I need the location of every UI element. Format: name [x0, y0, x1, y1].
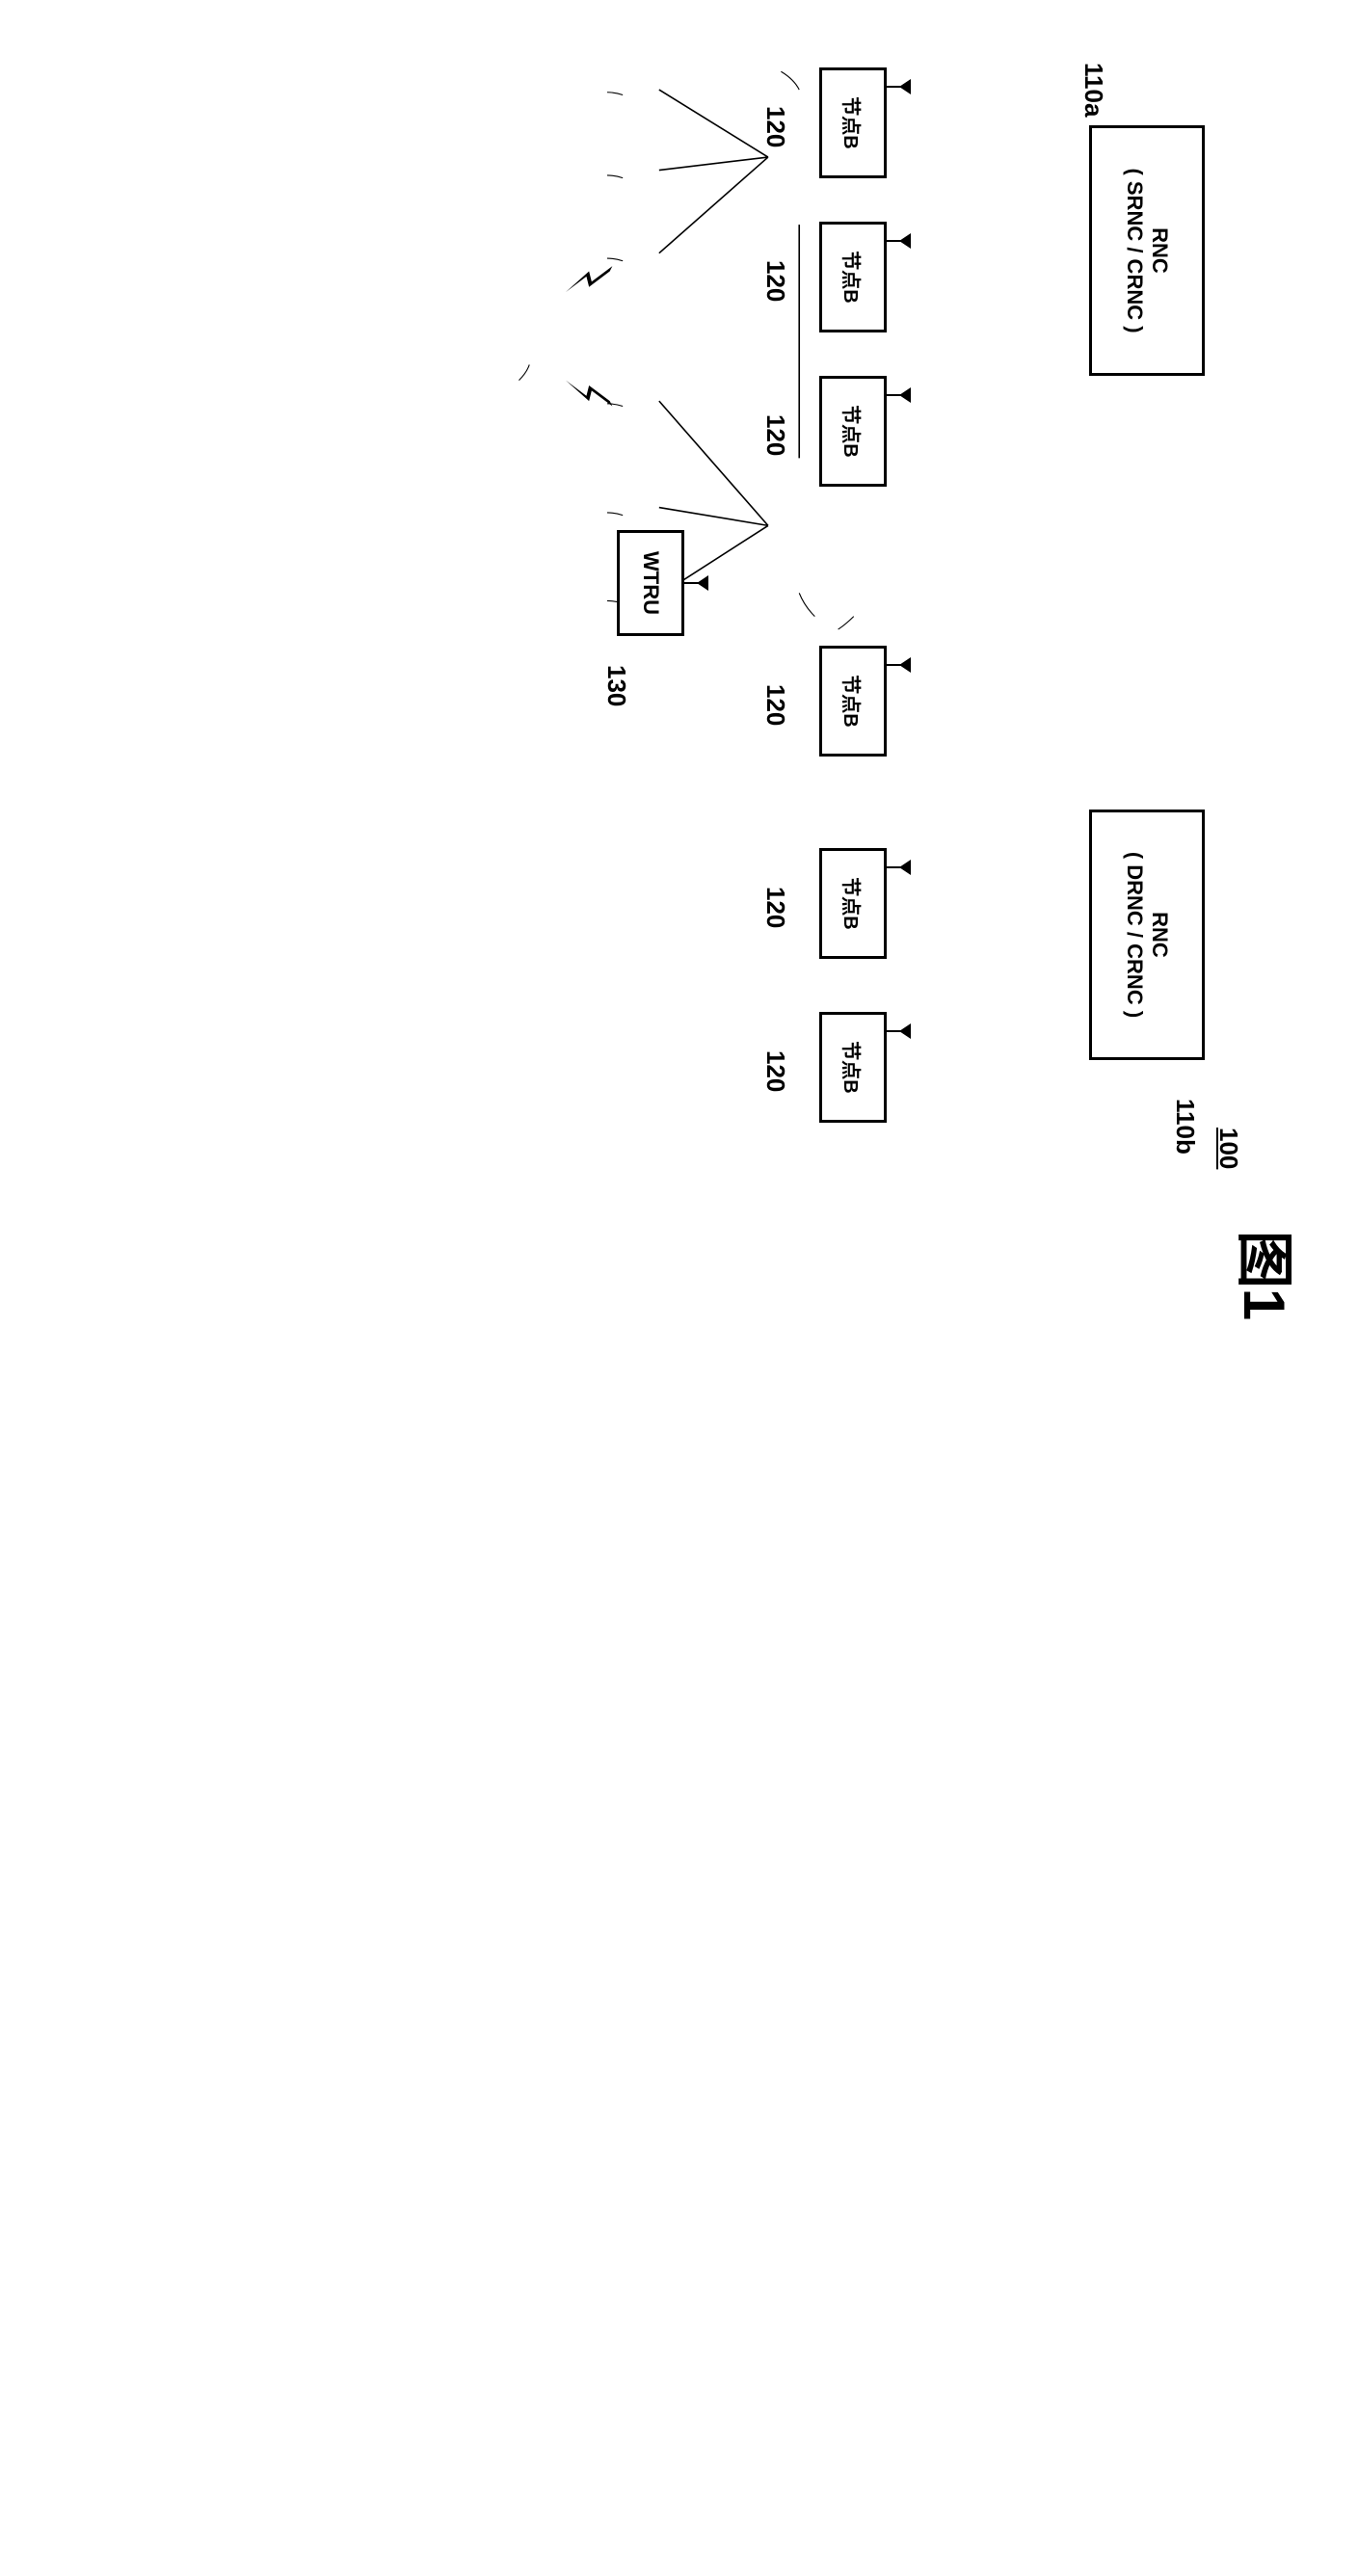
network-diagram: 100 RNC ( SRNC / CRNC ) 110a RNC ( DRNC …	[48, 48, 1301, 723]
node-ref: 120	[760, 887, 790, 928]
node-left-2: 节点B	[819, 222, 887, 332]
node-label: 节点B	[839, 1041, 867, 1093]
node-label: 节点B	[839, 96, 867, 148]
node-ref: 120	[760, 1050, 790, 1092]
rnc-left-line2: ( SRNC / CRNC )	[1122, 168, 1147, 332]
antenna-icon	[887, 77, 911, 96]
node-label: 节点B	[839, 405, 867, 457]
rnc-right-line1: RNC	[1147, 912, 1172, 958]
node-right-1: 节点B	[819, 646, 887, 757]
system-ref-label: 100	[1213, 1128, 1243, 1169]
antenna-icon	[887, 1022, 911, 1041]
wtru-label: WTRU	[638, 551, 663, 615]
node-label: 节点B	[839, 251, 867, 303]
figure-caption: 图1	[1227, 1231, 1311, 1320]
rnc-right-ref: 110b	[1170, 1099, 1200, 1155]
rnc-right-line2: ( DRNC / CRNC )	[1122, 852, 1147, 1018]
wtru-ref: 130	[601, 665, 631, 706]
node-label: 节点B	[839, 877, 867, 929]
node-ref: 120	[760, 414, 790, 456]
rnc-left-ref: 110a	[1078, 63, 1108, 117]
wtru-box: WTRU	[617, 530, 684, 636]
node-label: 节点B	[839, 675, 867, 727]
rnc-right-box: RNC ( DRNC / CRNC )	[1089, 810, 1205, 1060]
node-right-3: 节点B	[819, 1012, 887, 1123]
node-ref: 120	[760, 684, 790, 726]
node-right-2: 节点B	[819, 848, 887, 959]
antenna-icon	[887, 655, 911, 675]
antenna-icon	[887, 231, 911, 251]
rnc-left-line1: RNC	[1147, 227, 1172, 274]
node-ref: 120	[760, 260, 790, 302]
node-left-1: 节点B	[819, 67, 887, 178]
node-left-3: 节点B	[819, 376, 887, 487]
antenna-icon	[684, 573, 708, 593]
antenna-icon	[887, 385, 911, 405]
node-ref: 120	[760, 106, 790, 147]
rnc-left-box: RNC ( SRNC / CRNC )	[1089, 125, 1205, 376]
antenna-icon	[887, 858, 911, 877]
